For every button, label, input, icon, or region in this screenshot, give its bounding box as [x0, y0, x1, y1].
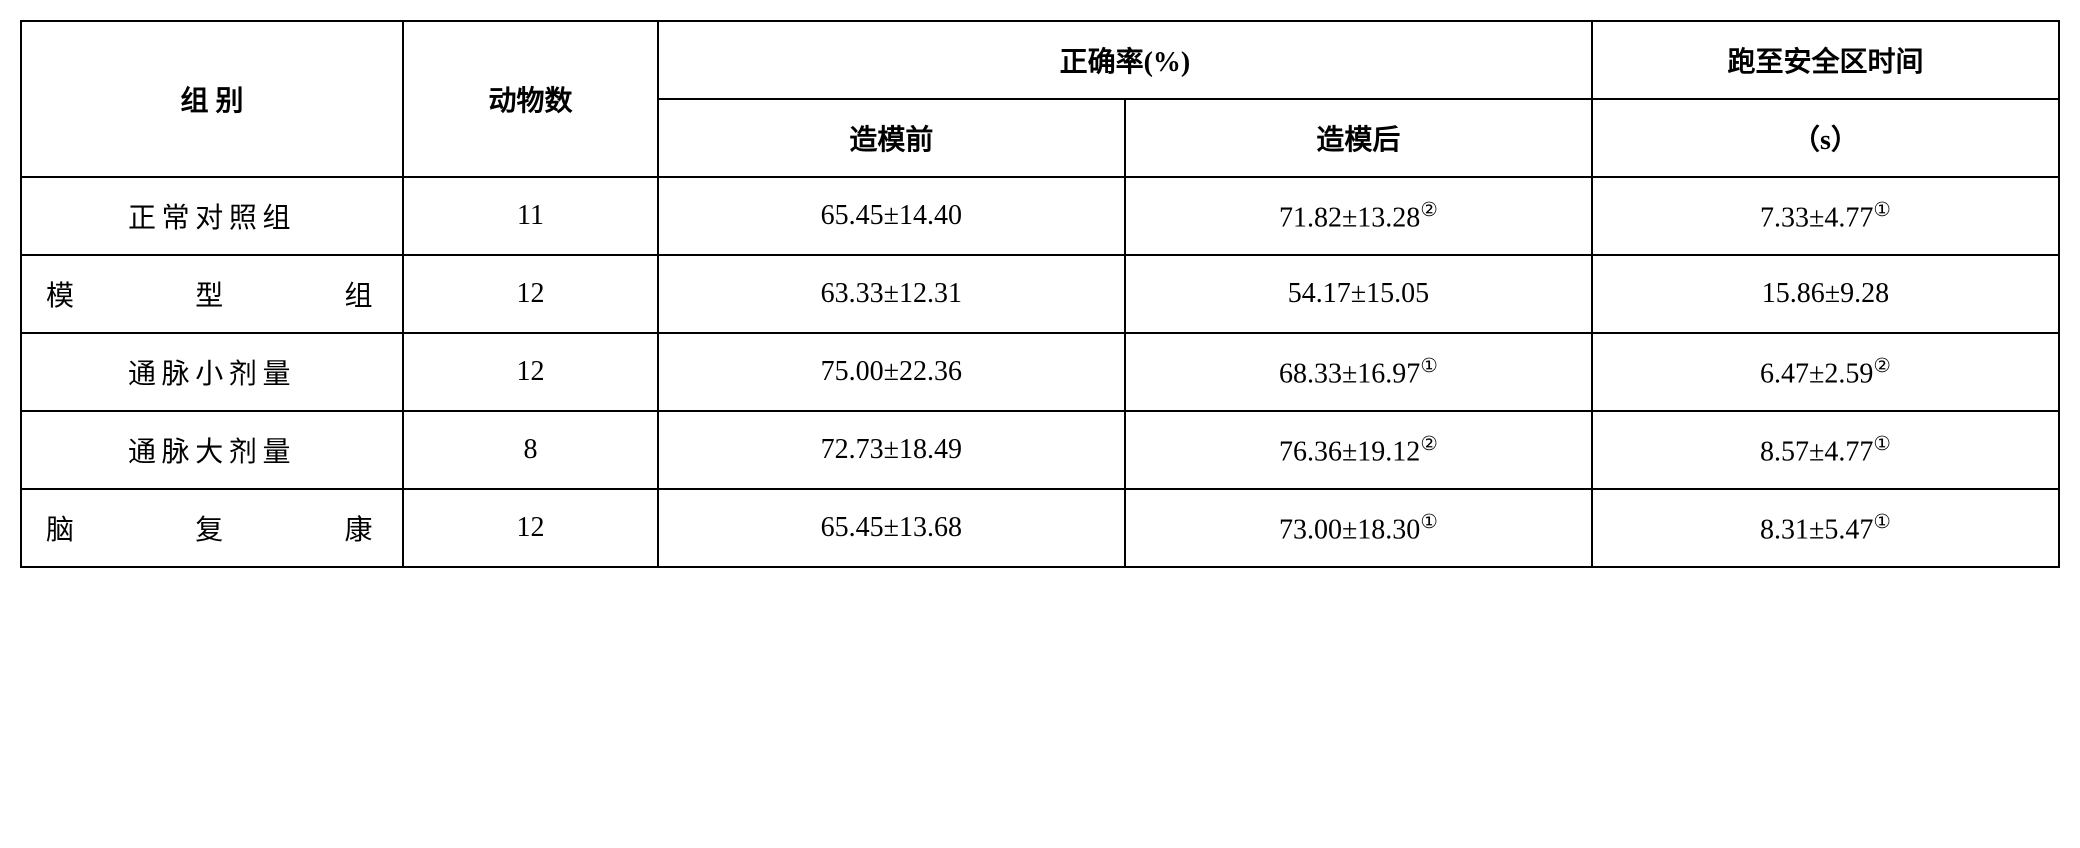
superscript-marker: ② [1420, 200, 1438, 221]
cell-animal-count: 12 [403, 255, 658, 333]
cell-after-model: 73.00±18.30① [1125, 489, 1592, 567]
cell-time: 6.47±2.59② [1592, 333, 2059, 411]
superscript-marker: ② [1420, 434, 1438, 455]
header-row-1: 组 别 动物数 正确率(%) 跑至安全区时间 [21, 21, 2059, 99]
cell-after-model: 76.36±19.12② [1125, 411, 1592, 489]
cell-time: 15.86±9.28 [1592, 255, 2059, 333]
cell-animal-count: 12 [403, 333, 658, 411]
header-after-model: 造模后 [1125, 99, 1592, 177]
cell-before-model: 65.45±14.40 [658, 177, 1125, 255]
table-row: 通脉小剂量1275.00±22.3668.33±16.97①6.47±2.59② [21, 333, 2059, 411]
superscript-marker: ① [1420, 356, 1438, 377]
table-row: 正常对照组1165.45±14.4071.82±13.28②7.33±4.77① [21, 177, 2059, 255]
cell-after-model: 54.17±15.05 [1125, 255, 1592, 333]
table-row: 脑 复 康1265.45±13.6873.00±18.30①8.31±5.47① [21, 489, 2059, 567]
cell-time: 7.33±4.77① [1592, 177, 2059, 255]
header-animal-count: 动物数 [403, 21, 658, 177]
header-group: 组 别 [21, 21, 403, 177]
cell-group: 正常对照组 [21, 177, 403, 255]
cell-group: 通脉大剂量 [21, 411, 403, 489]
cell-animal-count: 12 [403, 489, 658, 567]
cell-before-model: 72.73±18.49 [658, 411, 1125, 489]
cell-time: 8.57±4.77① [1592, 411, 2059, 489]
cell-group: 脑 复 康 [21, 489, 403, 567]
data-table: 组 别 动物数 正确率(%) 跑至安全区时间 造模前 造模后 （s） 正常对照组… [20, 20, 2060, 568]
cell-before-model: 65.45±13.68 [658, 489, 1125, 567]
table-row: 模 型 组1263.33±12.3154.17±15.0515.86±9.28 [21, 255, 2059, 333]
cell-before-model: 75.00±22.36 [658, 333, 1125, 411]
superscript-marker: ① [1420, 512, 1438, 533]
superscript-marker: ① [1873, 200, 1891, 221]
superscript-marker: ① [1873, 512, 1891, 533]
cell-group: 通脉小剂量 [21, 333, 403, 411]
cell-before-model: 63.33±12.31 [658, 255, 1125, 333]
table-body: 正常对照组1165.45±14.4071.82±13.28②7.33±4.77①… [21, 177, 2059, 567]
header-time-unit: （s） [1592, 99, 2059, 177]
superscript-marker: ② [1873, 356, 1891, 377]
table-row: 通脉大剂量872.73±18.4976.36±19.12②8.57±4.77① [21, 411, 2059, 489]
cell-after-model: 68.33±16.97① [1125, 333, 1592, 411]
header-time-to-safe: 跑至安全区时间 [1592, 21, 2059, 99]
superscript-marker: ① [1873, 434, 1891, 455]
cell-animal-count: 11 [403, 177, 658, 255]
cell-animal-count: 8 [403, 411, 658, 489]
cell-group: 模 型 组 [21, 255, 403, 333]
table-header: 组 别 动物数 正确率(%) 跑至安全区时间 造模前 造模后 （s） [21, 21, 2059, 177]
cell-after-model: 71.82±13.28② [1125, 177, 1592, 255]
cell-time: 8.31±5.47① [1592, 489, 2059, 567]
header-before-model: 造模前 [658, 99, 1125, 177]
header-accuracy: 正确率(%) [658, 21, 1592, 99]
